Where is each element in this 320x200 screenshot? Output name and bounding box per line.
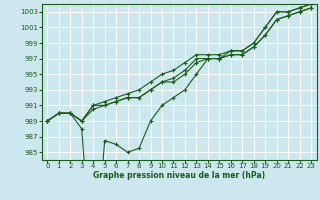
X-axis label: Graphe pression niveau de la mer (hPa): Graphe pression niveau de la mer (hPa) (93, 171, 265, 180)
